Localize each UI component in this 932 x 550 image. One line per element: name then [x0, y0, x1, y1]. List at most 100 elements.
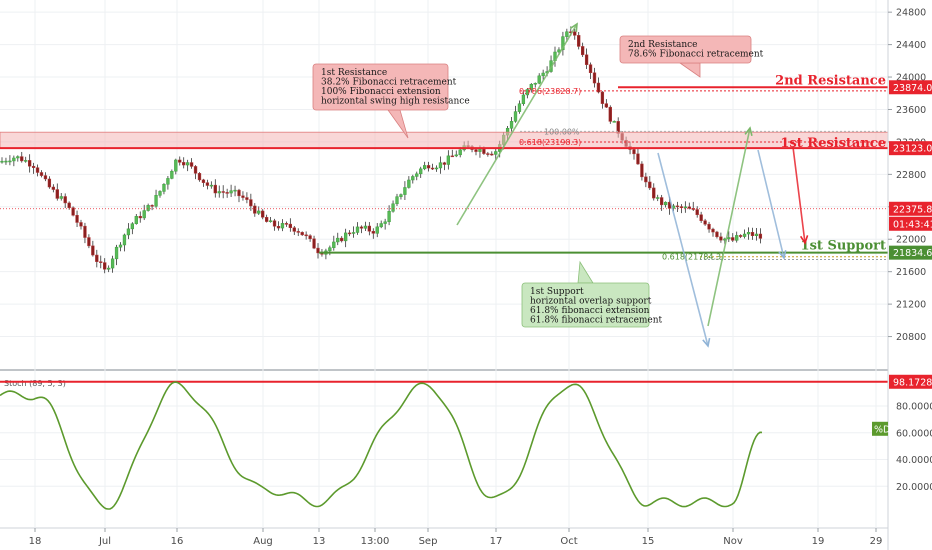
candle-body — [399, 194, 403, 197]
res1-callout-line: 38.2% Fibonacci retracement — [321, 78, 457, 88]
candle-body — [648, 181, 652, 189]
price-tick-label: 22000 — [896, 235, 926, 246]
candle-body — [482, 148, 486, 154]
red-target-arrow — [792, 146, 806, 244]
candle-body — [675, 205, 680, 208]
fib-786-label: 0.786(23828.7) — [519, 87, 581, 96]
sup1-callout-box — [521, 282, 650, 328]
candle-body — [596, 82, 601, 93]
candle-body — [20, 156, 24, 162]
candle-body — [351, 232, 356, 234]
candle-body — [280, 223, 285, 229]
candle-body — [138, 216, 142, 219]
candle-body — [91, 245, 95, 256]
candle-body — [312, 238, 316, 249]
candle-body — [513, 111, 518, 122]
candle-body — [699, 214, 703, 221]
candle-body — [99, 261, 103, 263]
candle-body — [371, 231, 375, 234]
candle-body — [367, 225, 372, 232]
candle-body — [411, 176, 415, 181]
candle-body — [525, 89, 530, 96]
candle-body — [110, 258, 115, 269]
candle-body — [16, 156, 20, 159]
candle-body — [407, 179, 411, 188]
candle-body — [304, 234, 308, 237]
first-support-label: 1st Support — [801, 239, 886, 254]
time-tick-label: 19 — [812, 536, 825, 547]
candle-body — [711, 228, 715, 233]
candle-body — [79, 222, 83, 227]
res2-callout-box — [619, 35, 752, 64]
candle-body — [533, 83, 537, 85]
candle-body — [541, 72, 545, 77]
candle-body — [114, 246, 119, 260]
candle-body — [735, 235, 739, 241]
time-tick-label: 13 — [313, 536, 326, 547]
candle-body — [316, 247, 320, 254]
candle-body — [166, 178, 170, 185]
tag-overbought: 98.1728 — [893, 377, 932, 388]
candle-body — [450, 155, 454, 158]
candle-body — [75, 215, 79, 223]
candle-body — [656, 197, 660, 199]
time-tick-label: 17 — [490, 536, 503, 547]
candle-body — [308, 235, 312, 240]
res2-callout-line: 2nd Resistance — [628, 40, 698, 50]
candle-body — [383, 221, 387, 224]
sup1-callout-line: horizontal overlap support — [530, 297, 652, 307]
candle-body — [241, 195, 245, 198]
candle-body — [209, 184, 213, 187]
candle-body — [660, 197, 664, 206]
tag-overbought-bg — [889, 374, 932, 389]
candle-body — [395, 196, 399, 205]
candle-body — [727, 237, 731, 240]
candle-body — [162, 184, 166, 192]
tag-d-bg — [872, 421, 888, 436]
stoch-tick-label: 40.0000 — [896, 455, 932, 466]
candle-body — [687, 206, 691, 209]
candle-body — [130, 223, 134, 230]
candle-body — [336, 237, 340, 243]
candle-body — [197, 173, 202, 181]
time-tick-label: 13:00 — [361, 536, 390, 547]
candle-body — [719, 236, 723, 241]
stoch-pane: Stoch (89, 5, 3) — [0, 379, 888, 510]
stoch-title: Stoch (89, 5, 3) — [4, 379, 66, 388]
candle-body — [118, 244, 123, 248]
candle-body — [663, 201, 668, 206]
candle-body — [679, 206, 684, 209]
green-leg-up-head — [569, 22, 578, 33]
candle-body — [423, 165, 427, 170]
res1-callout-line: 1st Resistance — [321, 68, 387, 78]
candle-body — [8, 160, 12, 163]
sup1-callout-line: 1st Support — [530, 287, 584, 297]
candle-body — [276, 226, 281, 229]
price-tick-label: 24000 — [896, 73, 926, 84]
candle-body — [296, 231, 300, 233]
time-axis[interactable]: 18 Jul 16 Aug 13 13:00 Sep 17 Oct 15 Nov 19 29 — [29, 528, 883, 547]
candle-body — [126, 228, 131, 236]
candle-body — [644, 176, 648, 183]
candle-body — [652, 187, 656, 199]
green-projection-head — [744, 126, 753, 136]
candle-body — [55, 189, 59, 199]
candle-body — [581, 46, 585, 56]
candle-body — [703, 220, 707, 225]
candle-body — [403, 187, 407, 195]
candle-body — [0, 160, 4, 163]
price-overlays: 0.786(23828.7) 100.00% 0.618(23198.3) 0.618… — [0, 22, 889, 348]
res1-callout-line: 100% Fibonacci extension — [321, 87, 441, 97]
candle-body — [182, 162, 186, 166]
candle-body — [39, 172, 44, 176]
sup1-callout-line: 61.8% fibonacci retracement — [530, 316, 663, 326]
candle-body — [537, 75, 541, 84]
candle-body — [640, 163, 644, 178]
stoch-tick-label: 80.0000 — [896, 402, 932, 413]
time-tick-label: Aug — [253, 536, 273, 547]
time-tick-label: 18 — [29, 536, 42, 547]
candle-body — [387, 211, 391, 223]
candle-body — [608, 106, 612, 122]
time-tick-label: 16 — [171, 536, 184, 547]
